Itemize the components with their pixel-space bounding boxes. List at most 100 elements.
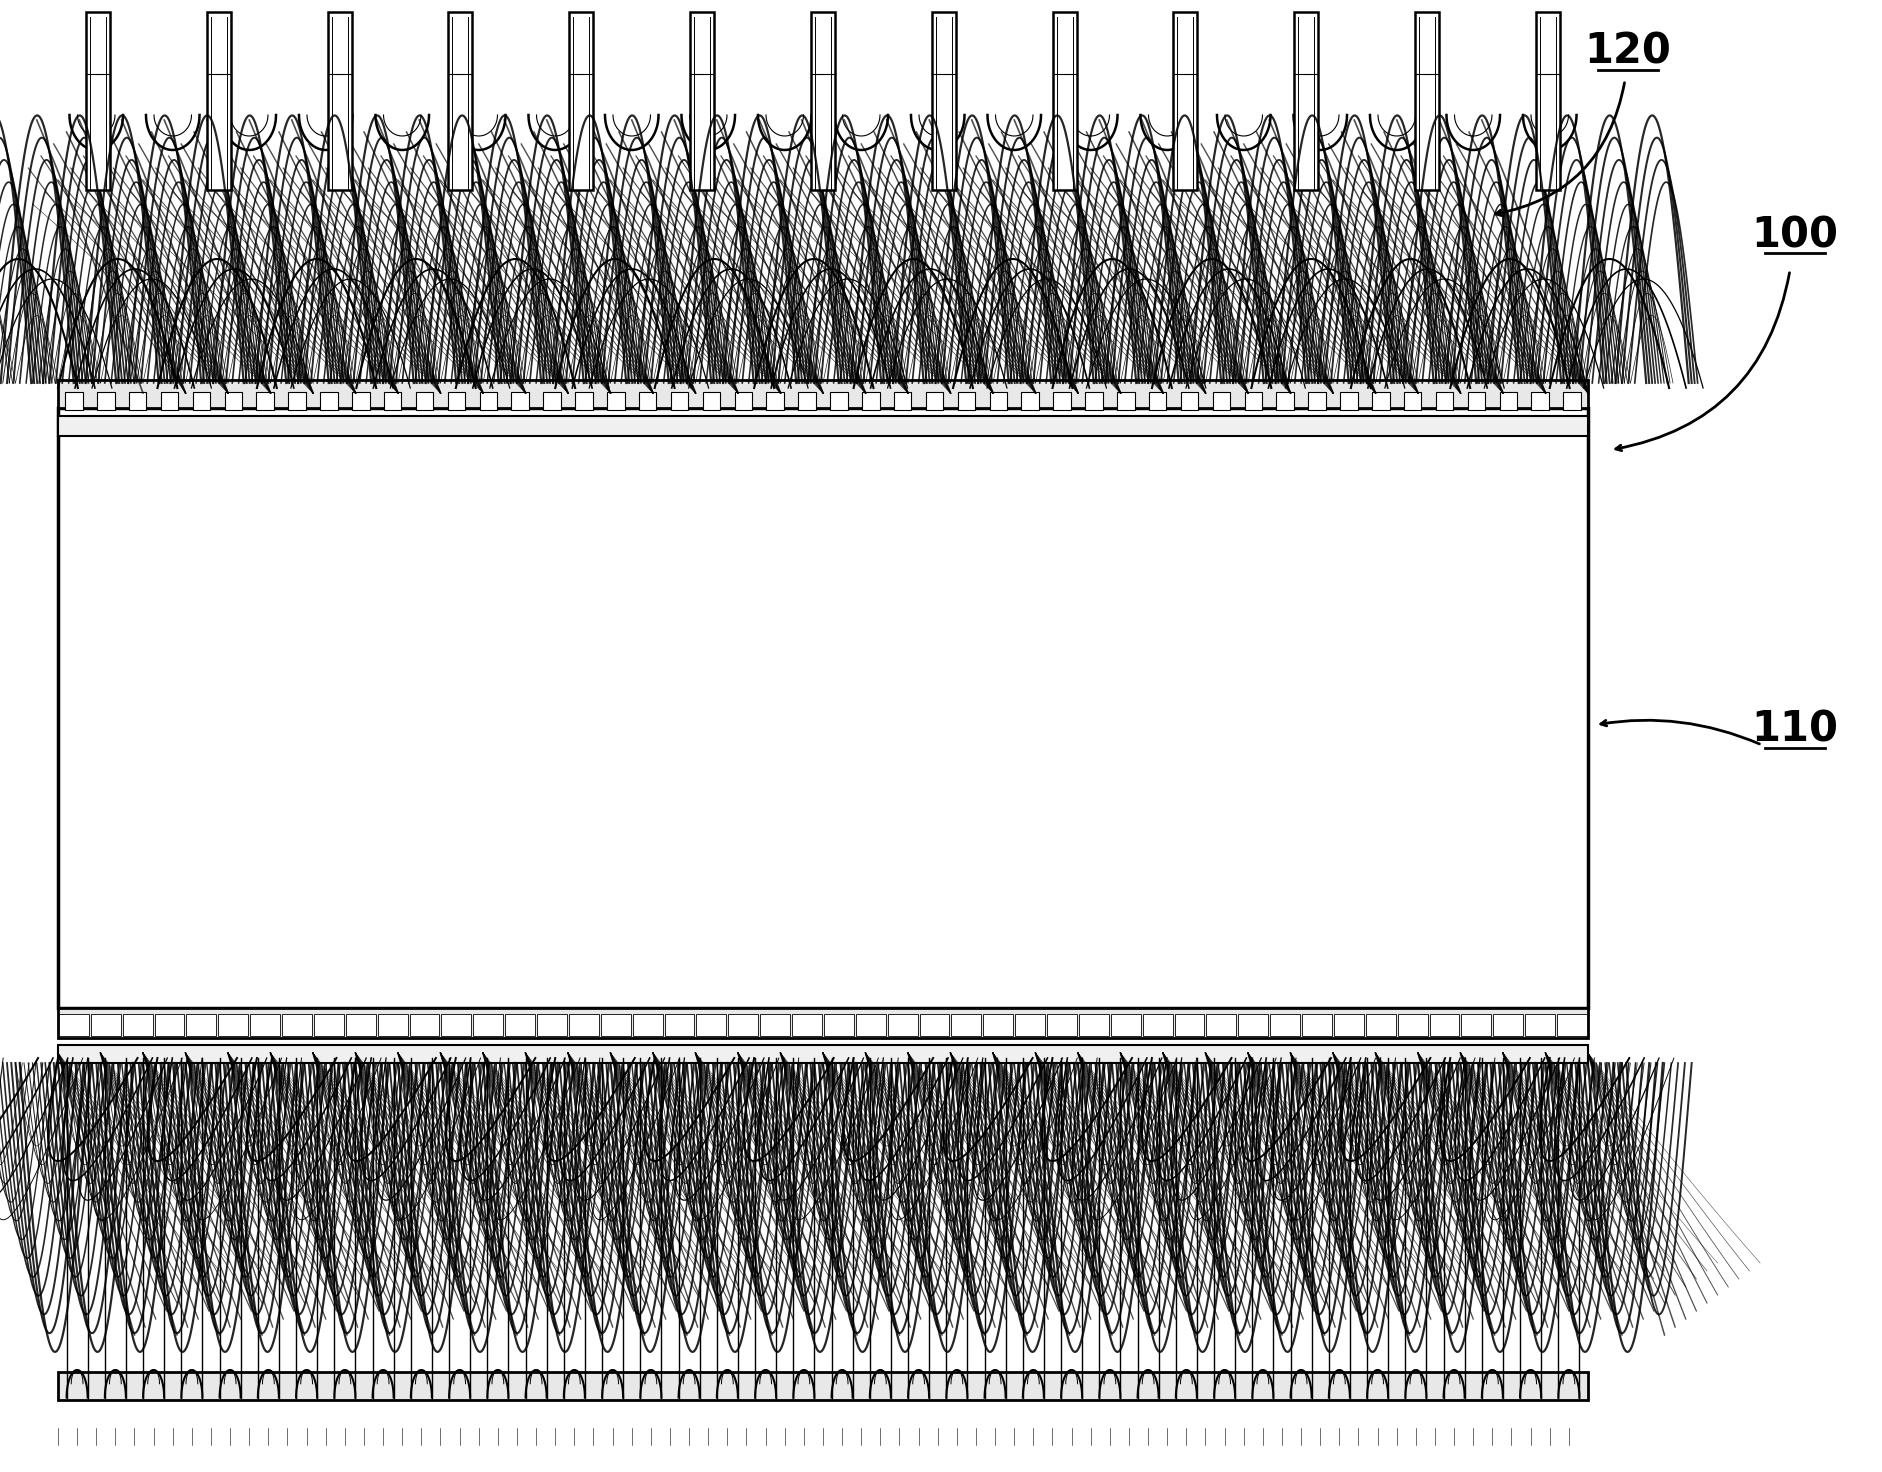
Text: 120: 120 — [1585, 31, 1671, 74]
Bar — [1372, 392, 1389, 411]
Bar — [160, 392, 179, 411]
Bar — [886, 1014, 917, 1036]
Bar — [1116, 392, 1135, 411]
Bar — [568, 1014, 598, 1036]
Bar — [416, 392, 433, 411]
Bar — [1562, 392, 1581, 411]
Bar — [1270, 1014, 1299, 1036]
Bar — [472, 1014, 502, 1036]
Bar — [1172, 12, 1197, 190]
Bar — [1212, 392, 1229, 411]
Bar — [1415, 12, 1438, 190]
Bar — [1244, 392, 1261, 411]
Bar — [792, 1014, 822, 1036]
Bar — [734, 392, 751, 411]
Bar — [1052, 12, 1077, 190]
Bar — [1206, 1014, 1236, 1036]
Bar — [327, 12, 352, 190]
Bar — [58, 1008, 1587, 1038]
Bar — [1396, 1014, 1427, 1036]
Bar — [1332, 1014, 1363, 1036]
Bar — [926, 392, 943, 411]
Bar — [1340, 392, 1357, 411]
Bar — [1046, 1014, 1077, 1036]
Bar — [256, 392, 273, 411]
Bar — [346, 1014, 376, 1036]
Bar — [932, 12, 956, 190]
Bar — [766, 392, 783, 411]
Bar — [638, 392, 657, 411]
Bar — [58, 1372, 1587, 1400]
Bar — [250, 1014, 280, 1036]
Text: 100: 100 — [1750, 213, 1837, 256]
Bar — [544, 392, 561, 411]
Bar — [950, 1014, 981, 1036]
Bar — [894, 392, 911, 411]
Bar — [282, 1014, 312, 1036]
Bar — [122, 1014, 152, 1036]
Bar — [1020, 392, 1039, 411]
Bar — [568, 12, 593, 190]
Bar — [186, 1014, 216, 1036]
Bar — [1428, 1014, 1459, 1036]
Bar — [58, 1045, 1587, 1063]
Bar — [1142, 1014, 1172, 1036]
Bar — [58, 1014, 88, 1036]
Bar — [1308, 392, 1325, 411]
Bar — [1148, 392, 1165, 411]
Bar — [1293, 12, 1317, 190]
Bar — [728, 1014, 758, 1036]
Bar — [600, 1014, 630, 1036]
Bar — [760, 1014, 790, 1036]
Bar — [320, 392, 337, 411]
Bar — [1404, 392, 1421, 411]
Bar — [1364, 1014, 1395, 1036]
Bar — [1492, 1014, 1523, 1036]
Bar — [1530, 392, 1549, 411]
Bar — [448, 392, 465, 411]
Bar — [1174, 1014, 1204, 1036]
Bar — [536, 1014, 566, 1036]
Bar — [664, 1014, 694, 1036]
Bar — [1466, 392, 1485, 411]
Bar — [670, 392, 689, 411]
Bar — [448, 12, 472, 190]
Bar — [990, 392, 1007, 411]
Bar — [98, 392, 115, 411]
Bar — [352, 392, 369, 411]
Bar — [378, 1014, 407, 1036]
Bar — [218, 1014, 248, 1036]
Bar — [66, 392, 83, 411]
Bar — [1302, 1014, 1331, 1036]
Bar — [504, 1014, 534, 1036]
Bar — [1536, 12, 1558, 190]
Bar — [58, 380, 1587, 408]
Bar — [1524, 1014, 1555, 1036]
Bar — [1238, 1014, 1268, 1036]
Bar — [696, 1014, 726, 1036]
Bar — [58, 408, 1587, 1008]
Bar — [1084, 392, 1103, 411]
Bar — [1460, 1014, 1491, 1036]
Bar — [1110, 1014, 1140, 1036]
Bar — [1436, 392, 1453, 411]
Bar — [862, 392, 879, 411]
Bar — [574, 392, 593, 411]
Bar — [192, 392, 211, 411]
Bar — [702, 392, 719, 411]
Bar — [811, 12, 834, 190]
Bar — [288, 392, 305, 411]
Bar — [224, 392, 243, 411]
Bar — [1180, 392, 1197, 411]
Bar — [480, 392, 497, 411]
Bar — [1078, 1014, 1108, 1036]
Bar — [982, 1014, 1013, 1036]
Bar — [512, 392, 529, 411]
Bar — [824, 1014, 853, 1036]
Bar — [87, 12, 109, 190]
Bar — [128, 392, 147, 411]
Bar — [691, 12, 713, 190]
Bar — [58, 417, 1587, 436]
Bar — [830, 392, 847, 411]
Bar — [1014, 1014, 1045, 1036]
